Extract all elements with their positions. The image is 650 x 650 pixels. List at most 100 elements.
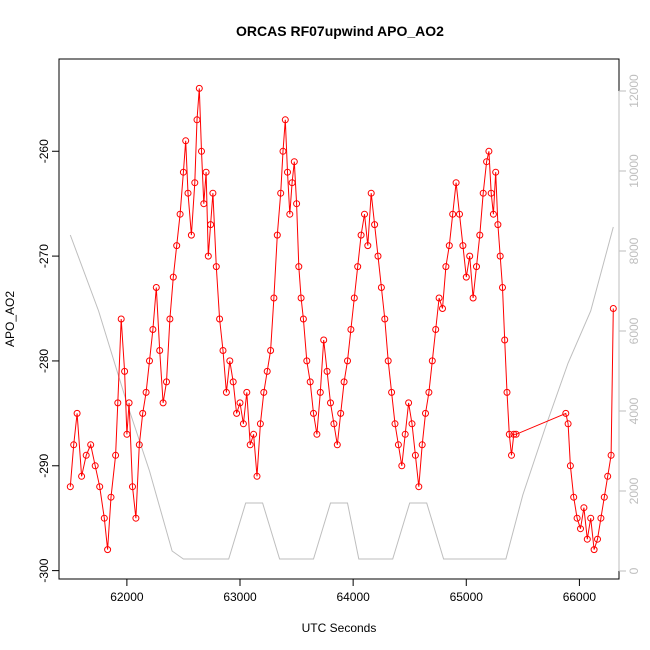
data-point (246, 441, 254, 449)
data-point (384, 357, 392, 365)
data-point (357, 231, 365, 239)
data-point (489, 210, 497, 218)
data-point (187, 231, 195, 239)
data-point (411, 451, 419, 459)
data-point (219, 347, 227, 354)
data-point (456, 210, 463, 218)
data-point (191, 179, 199, 187)
series-line (69, 88, 614, 550)
data-point (176, 210, 184, 218)
data-point (381, 315, 389, 323)
data-point (354, 263, 362, 271)
x-tick-label: 65000 (450, 590, 484, 604)
data-point (233, 409, 241, 417)
data-point (394, 441, 402, 449)
data-point (288, 179, 296, 187)
data-point (107, 493, 115, 501)
data-point (577, 525, 584, 533)
series-line (69, 226, 614, 560)
data-point (250, 430, 258, 438)
data-point (580, 504, 588, 512)
data-point (70, 441, 78, 449)
data-point (323, 367, 331, 375)
data-point (462, 273, 470, 281)
data-point (184, 189, 192, 197)
data-point (425, 388, 433, 396)
data-point (587, 514, 595, 522)
data-point (364, 242, 372, 250)
data-point (207, 221, 215, 229)
data-point (166, 315, 174, 323)
data-point (200, 200, 208, 208)
data-point (320, 336, 328, 344)
y-axis-label: APO_AO2 (3, 291, 17, 347)
data-point (156, 347, 164, 354)
data-point (428, 357, 436, 365)
data-point (267, 347, 275, 354)
data-point (566, 462, 574, 470)
y2-tick-label: 4000 (627, 397, 641, 424)
data-point (350, 294, 358, 302)
x-tick-label: 64000 (336, 590, 370, 604)
data-point (295, 263, 303, 271)
data-point (135, 441, 143, 449)
data-point (87, 441, 95, 449)
data-point (503, 388, 511, 396)
data-point (609, 305, 617, 312)
data-point (597, 514, 605, 522)
data-point (163, 378, 170, 386)
x-tick-label: 66000 (563, 590, 597, 604)
data-point (212, 263, 220, 271)
data-point (229, 378, 237, 386)
data-point (473, 263, 480, 271)
data-point (562, 409, 570, 417)
data-point (445, 242, 453, 250)
data-point (492, 168, 500, 176)
x-axis: 62000 63000 64000 65000 66000 (110, 578, 597, 604)
data-point (374, 252, 382, 260)
y-tick-label: -300 (37, 558, 51, 582)
y2-tick-label: 8000 (627, 237, 641, 264)
data-point (263, 367, 271, 375)
data-point (239, 420, 247, 428)
data-point (449, 210, 457, 218)
data-point (104, 546, 112, 554)
data-point (146, 357, 153, 365)
data-point (310, 409, 317, 417)
data-point (398, 462, 406, 470)
data-point (299, 315, 307, 323)
data-point (179, 168, 187, 176)
data-point (169, 273, 177, 281)
data-point (284, 168, 291, 176)
y-tick-label: -270 (37, 244, 51, 268)
data-point (277, 189, 285, 197)
data-point (286, 210, 294, 218)
data-point (195, 84, 203, 92)
y-tick-label: -290 (37, 453, 51, 477)
data-point (306, 378, 314, 386)
data-point (499, 284, 506, 291)
data-point (583, 535, 591, 543)
data-point (600, 493, 608, 501)
data-point (422, 409, 429, 417)
data-point (73, 409, 81, 417)
data-point (281, 116, 289, 124)
data-point (100, 514, 108, 522)
data-point (139, 409, 147, 417)
data-point (340, 378, 348, 386)
data-point (501, 336, 509, 344)
data-point (256, 420, 264, 428)
data-point (82, 451, 90, 459)
data-point (564, 420, 572, 428)
data-point (432, 326, 440, 333)
data-point (476, 231, 484, 239)
series-right-axis (69, 226, 614, 560)
data-point (347, 326, 355, 333)
data-point (313, 430, 321, 438)
data-point (273, 231, 281, 239)
data-point (270, 294, 278, 302)
data-point (152, 284, 160, 291)
data-point (391, 420, 399, 428)
data-point (149, 326, 157, 333)
